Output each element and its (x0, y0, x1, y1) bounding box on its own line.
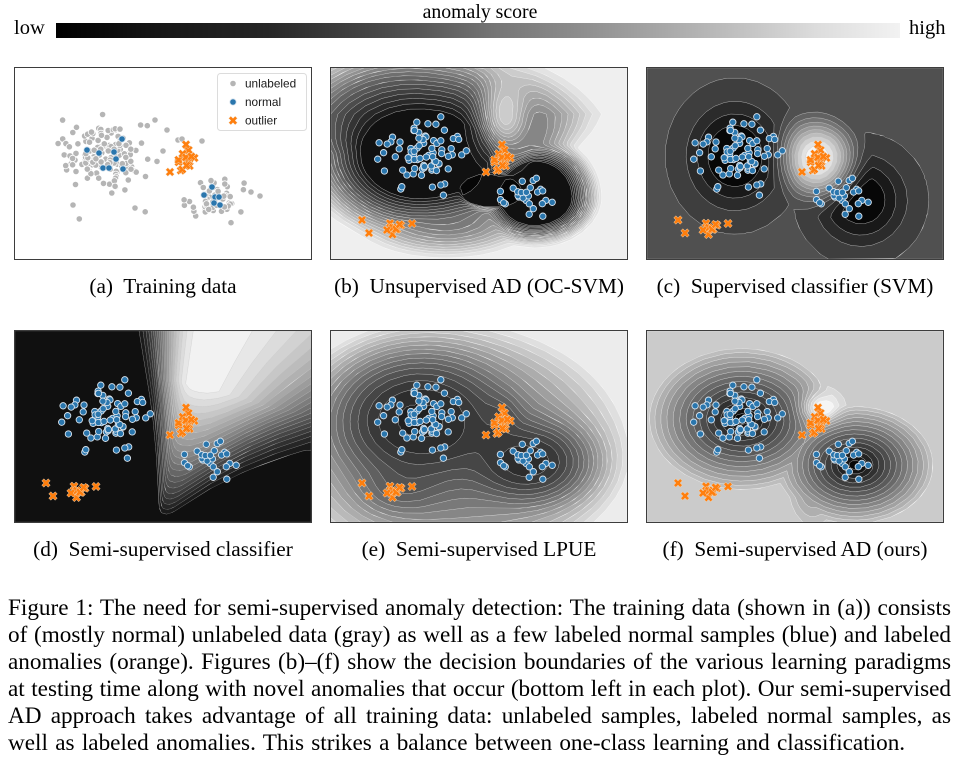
svg-text:outlier: outlier (245, 114, 277, 128)
svg-text:normal: normal (245, 95, 281, 109)
svg-text:unlabeled: unlabeled (245, 77, 296, 91)
